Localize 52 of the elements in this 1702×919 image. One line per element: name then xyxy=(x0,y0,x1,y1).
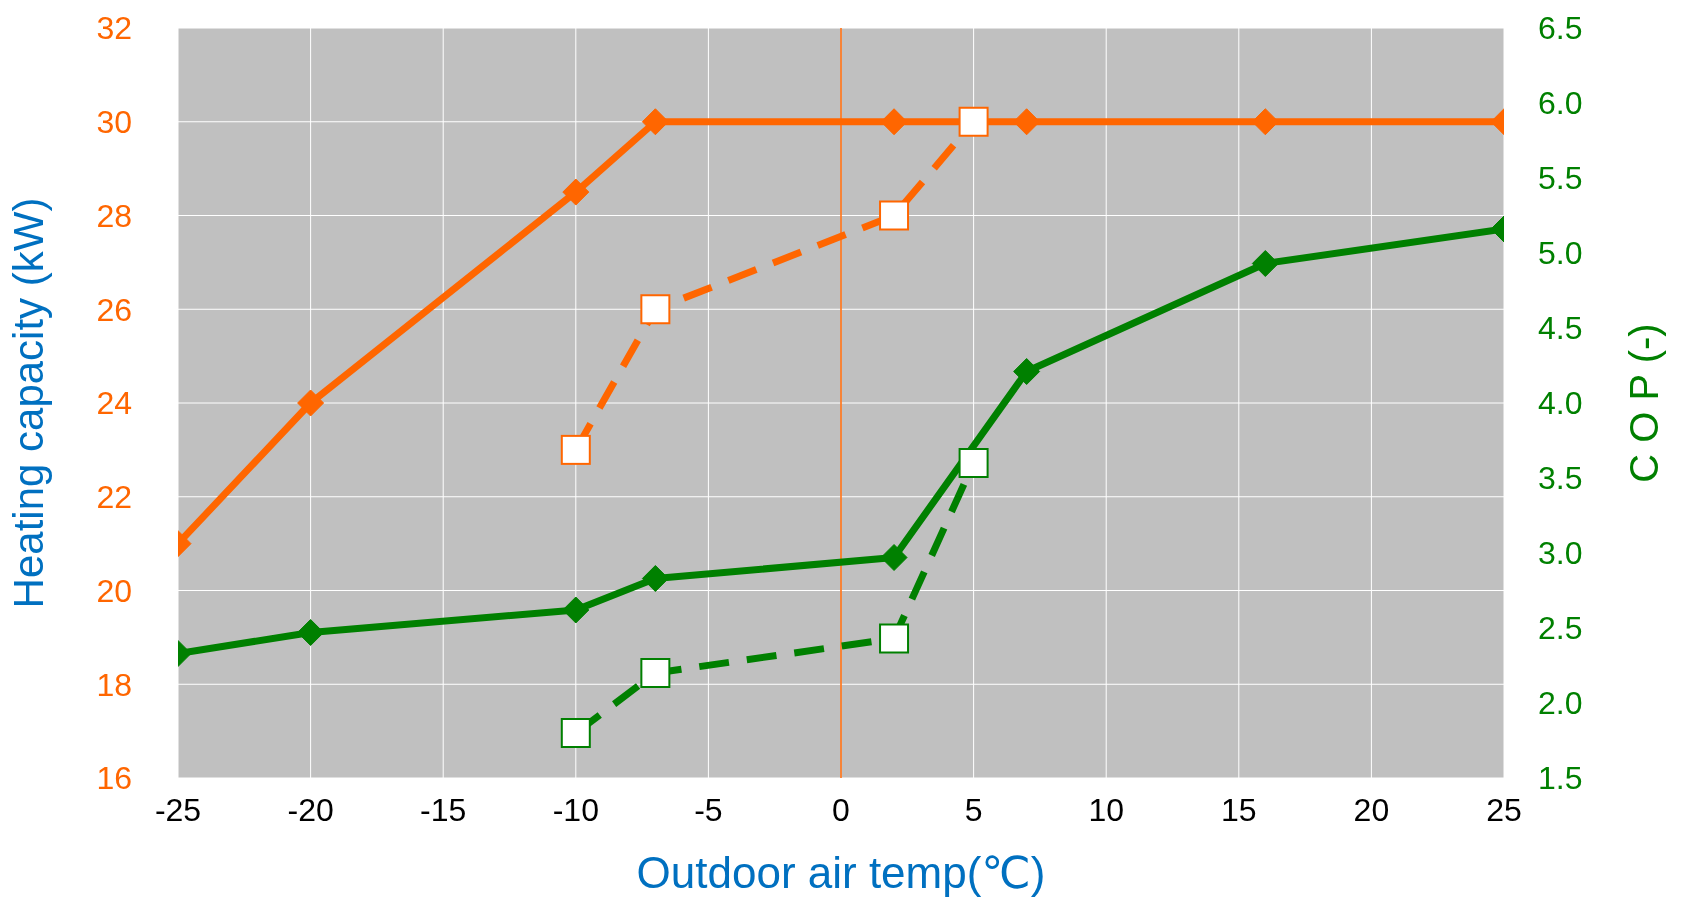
point xyxy=(880,544,908,571)
y2-tick-label: 1.5 xyxy=(1538,760,1583,797)
y-axis-title: Heating capacity (kW) xyxy=(4,197,52,609)
x-tick-label: -5 xyxy=(694,791,723,828)
point xyxy=(880,108,908,136)
y-tick-label: 32 xyxy=(96,10,132,47)
point xyxy=(560,718,591,748)
point xyxy=(560,434,591,465)
point xyxy=(562,178,590,206)
point xyxy=(958,448,989,478)
x-tick-label: -15 xyxy=(420,791,467,828)
point xyxy=(640,294,671,325)
point xyxy=(958,106,989,137)
y-tick-label: 30 xyxy=(96,104,132,141)
y-tick-label: 26 xyxy=(96,291,132,328)
point xyxy=(297,619,325,646)
x-tick-label: -25 xyxy=(154,791,202,828)
y-tick-label: 22 xyxy=(96,479,132,516)
y-tick-label: 16 xyxy=(96,760,132,797)
y2-tick-label: 5.0 xyxy=(1538,235,1583,272)
x-tick-label: 15 xyxy=(1221,791,1257,828)
x-tick-label: 20 xyxy=(1353,791,1390,828)
y-tick-label: 28 xyxy=(96,197,132,234)
point xyxy=(562,596,590,624)
y2-axis-title: C O P (-) xyxy=(1622,323,1667,483)
y2-tick-label: 3.5 xyxy=(1538,460,1583,497)
y-tick-label: 20 xyxy=(96,572,132,609)
point xyxy=(297,389,325,417)
x-tick-label: 25 xyxy=(1486,791,1522,828)
point xyxy=(1013,358,1041,385)
x-tick-label: -10 xyxy=(552,791,599,828)
y-tick-label: 18 xyxy=(96,666,132,703)
point xyxy=(879,623,910,654)
x-tick-label: 10 xyxy=(1088,791,1124,828)
y2-tick-label: 6.0 xyxy=(1538,85,1583,122)
y2-tick-label: 3.0 xyxy=(1538,535,1583,572)
x-tick-label: -20 xyxy=(287,791,334,828)
y2-tick-label: 4.0 xyxy=(1538,385,1583,422)
y2-tick-label: 5.5 xyxy=(1538,160,1583,197)
x-tick-label: 0 xyxy=(832,791,850,828)
y-tick-label: 24 xyxy=(96,385,132,422)
x-tick-label: 5 xyxy=(964,791,983,828)
point xyxy=(641,108,669,136)
point xyxy=(640,658,671,688)
point xyxy=(641,565,669,592)
y2-tick-label: 2.5 xyxy=(1538,610,1583,647)
point xyxy=(879,200,910,231)
y2-tick-label: 2.0 xyxy=(1538,685,1583,722)
point xyxy=(1251,250,1279,277)
x-axis-title: Outdoor air temp(℃) xyxy=(636,848,1046,897)
y2-tick-label: 6.5 xyxy=(1538,10,1583,47)
y2-tick-label: 4.5 xyxy=(1538,310,1583,347)
